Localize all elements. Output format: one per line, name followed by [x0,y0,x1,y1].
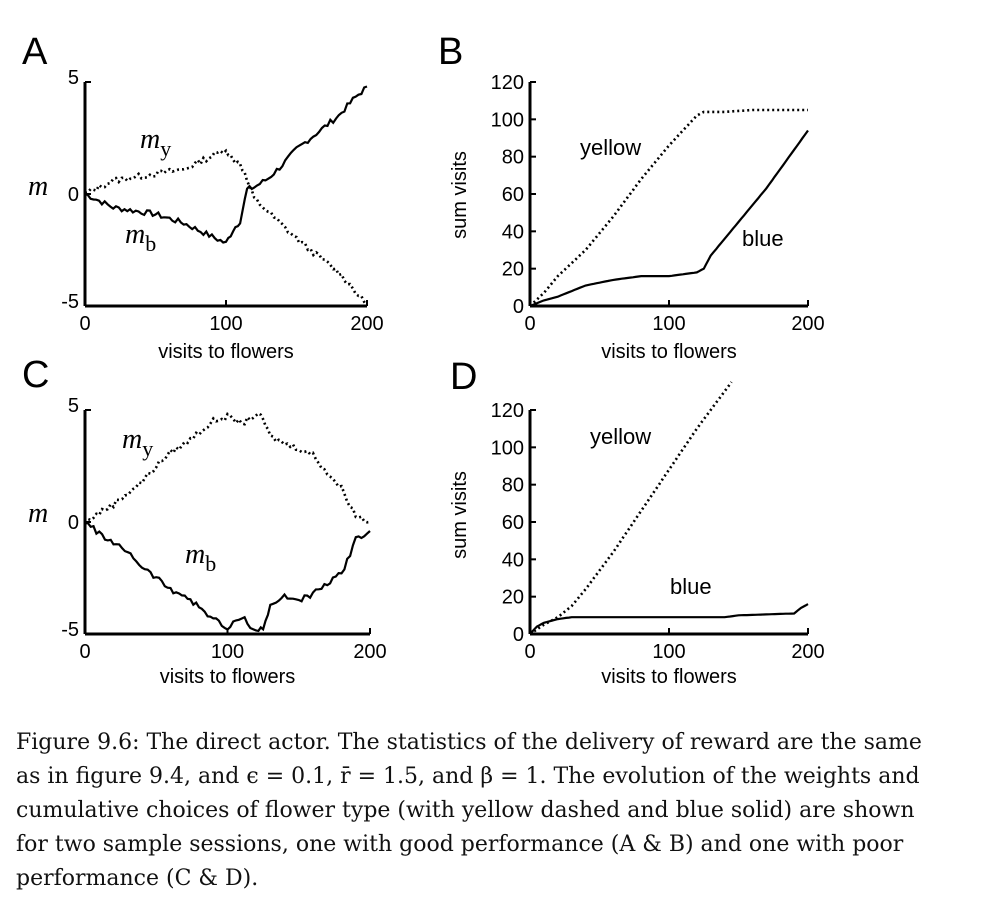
x-tick-label: 0 [524,313,535,335]
caption-line: as in figure 9.4, and ϵ = 0.1, r̄ = 1.5,… [16,764,920,789]
x-tick-label: 100 [211,641,244,663]
x-tick-label: 200 [791,641,824,663]
y-axis-label: sum visits [449,471,471,559]
caption-line: for two sample sessions, one with good p… [16,832,904,857]
series-my-line [83,411,371,524]
y-tick-label: 60 [502,512,524,534]
x-tick-label: 100 [652,313,685,335]
panel-letter: D [450,356,477,398]
y-tick-label: 0 [68,512,79,534]
y-tick-label: 0 [513,296,524,318]
series-yellow-line [529,381,733,636]
y-tick-label: 80 [502,147,524,169]
y-tick-label: 80 [502,475,524,497]
y-tick-label: 40 [502,221,524,243]
series-label-yellow: yellow [580,135,641,160]
x-tick-label: 0 [79,641,90,663]
y-tick-label: 120 [491,72,524,94]
series-label-blue: blue [742,226,784,251]
panel-letter: C [22,354,49,396]
series-label-my: my [140,124,171,161]
caption-line: performance (C & D). [16,866,259,891]
series-label-my: my [122,424,153,461]
series-label-mb: mb [185,539,216,576]
x-tick-label: 100 [652,641,685,663]
y-tick-label: 5 [68,395,79,417]
y-tick-label: 20 [502,259,524,281]
series-blue-line [529,129,809,308]
y-tick-label: 100 [491,109,524,131]
chart-panel-d: D 0 100 200 0 20 40 60 80 100 120 visits to flowers… [449,356,825,688]
x-tick-label: 0 [79,313,90,335]
y-tick-label: -5 [61,619,79,641]
panel-letter: A [22,31,48,73]
figure-caption: Figure 9.6: The direct actor. The statis… [16,726,976,896]
panel-letter: B [438,31,463,73]
caption-line: cumulative choices of flower type (with … [16,798,915,823]
x-tick-label: 100 [209,313,242,335]
y-tick-label: 5 [68,67,79,89]
y-tick-label: 100 [491,437,524,459]
x-axis-label: visits to flowers [601,666,737,688]
series-my-line [84,148,369,307]
series-mb-line [84,85,368,244]
x-axis-label: visits to flowers [158,341,294,363]
x-axis-label: visits to flowers [160,666,296,688]
x-tick-label: 200 [350,313,383,335]
x-tick-label: 200 [353,641,386,663]
series-mb-line [84,521,371,633]
y-tick-label: 0 [513,624,524,646]
y-tick-label: 120 [491,400,524,422]
x-tick-label: 0 [524,641,535,663]
y-tick-label: 60 [502,184,524,206]
series-blue-line [529,603,809,635]
x-tick-label: 200 [791,313,824,335]
y-axis-label: m [28,498,48,529]
y-axis-label: sum visits [449,151,471,239]
y-tick-label: 0 [68,184,79,206]
series-label-blue: blue [670,574,712,599]
x-axis-label: visits to flowers [601,341,737,363]
y-tick-label: -5 [61,291,79,313]
series-label-mb: mb [125,219,156,256]
y-axis-label: m [28,171,48,202]
caption-line: Figure 9.6: The direct actor. The statis… [16,730,922,755]
chart-panel-b: B 0 100 200 0 20 40 60 80 100 120 visits to flowers… [438,31,825,363]
y-tick-label: 40 [502,549,524,571]
series-label-yellow: yellow [590,424,651,449]
y-tick-label: 20 [502,587,524,609]
